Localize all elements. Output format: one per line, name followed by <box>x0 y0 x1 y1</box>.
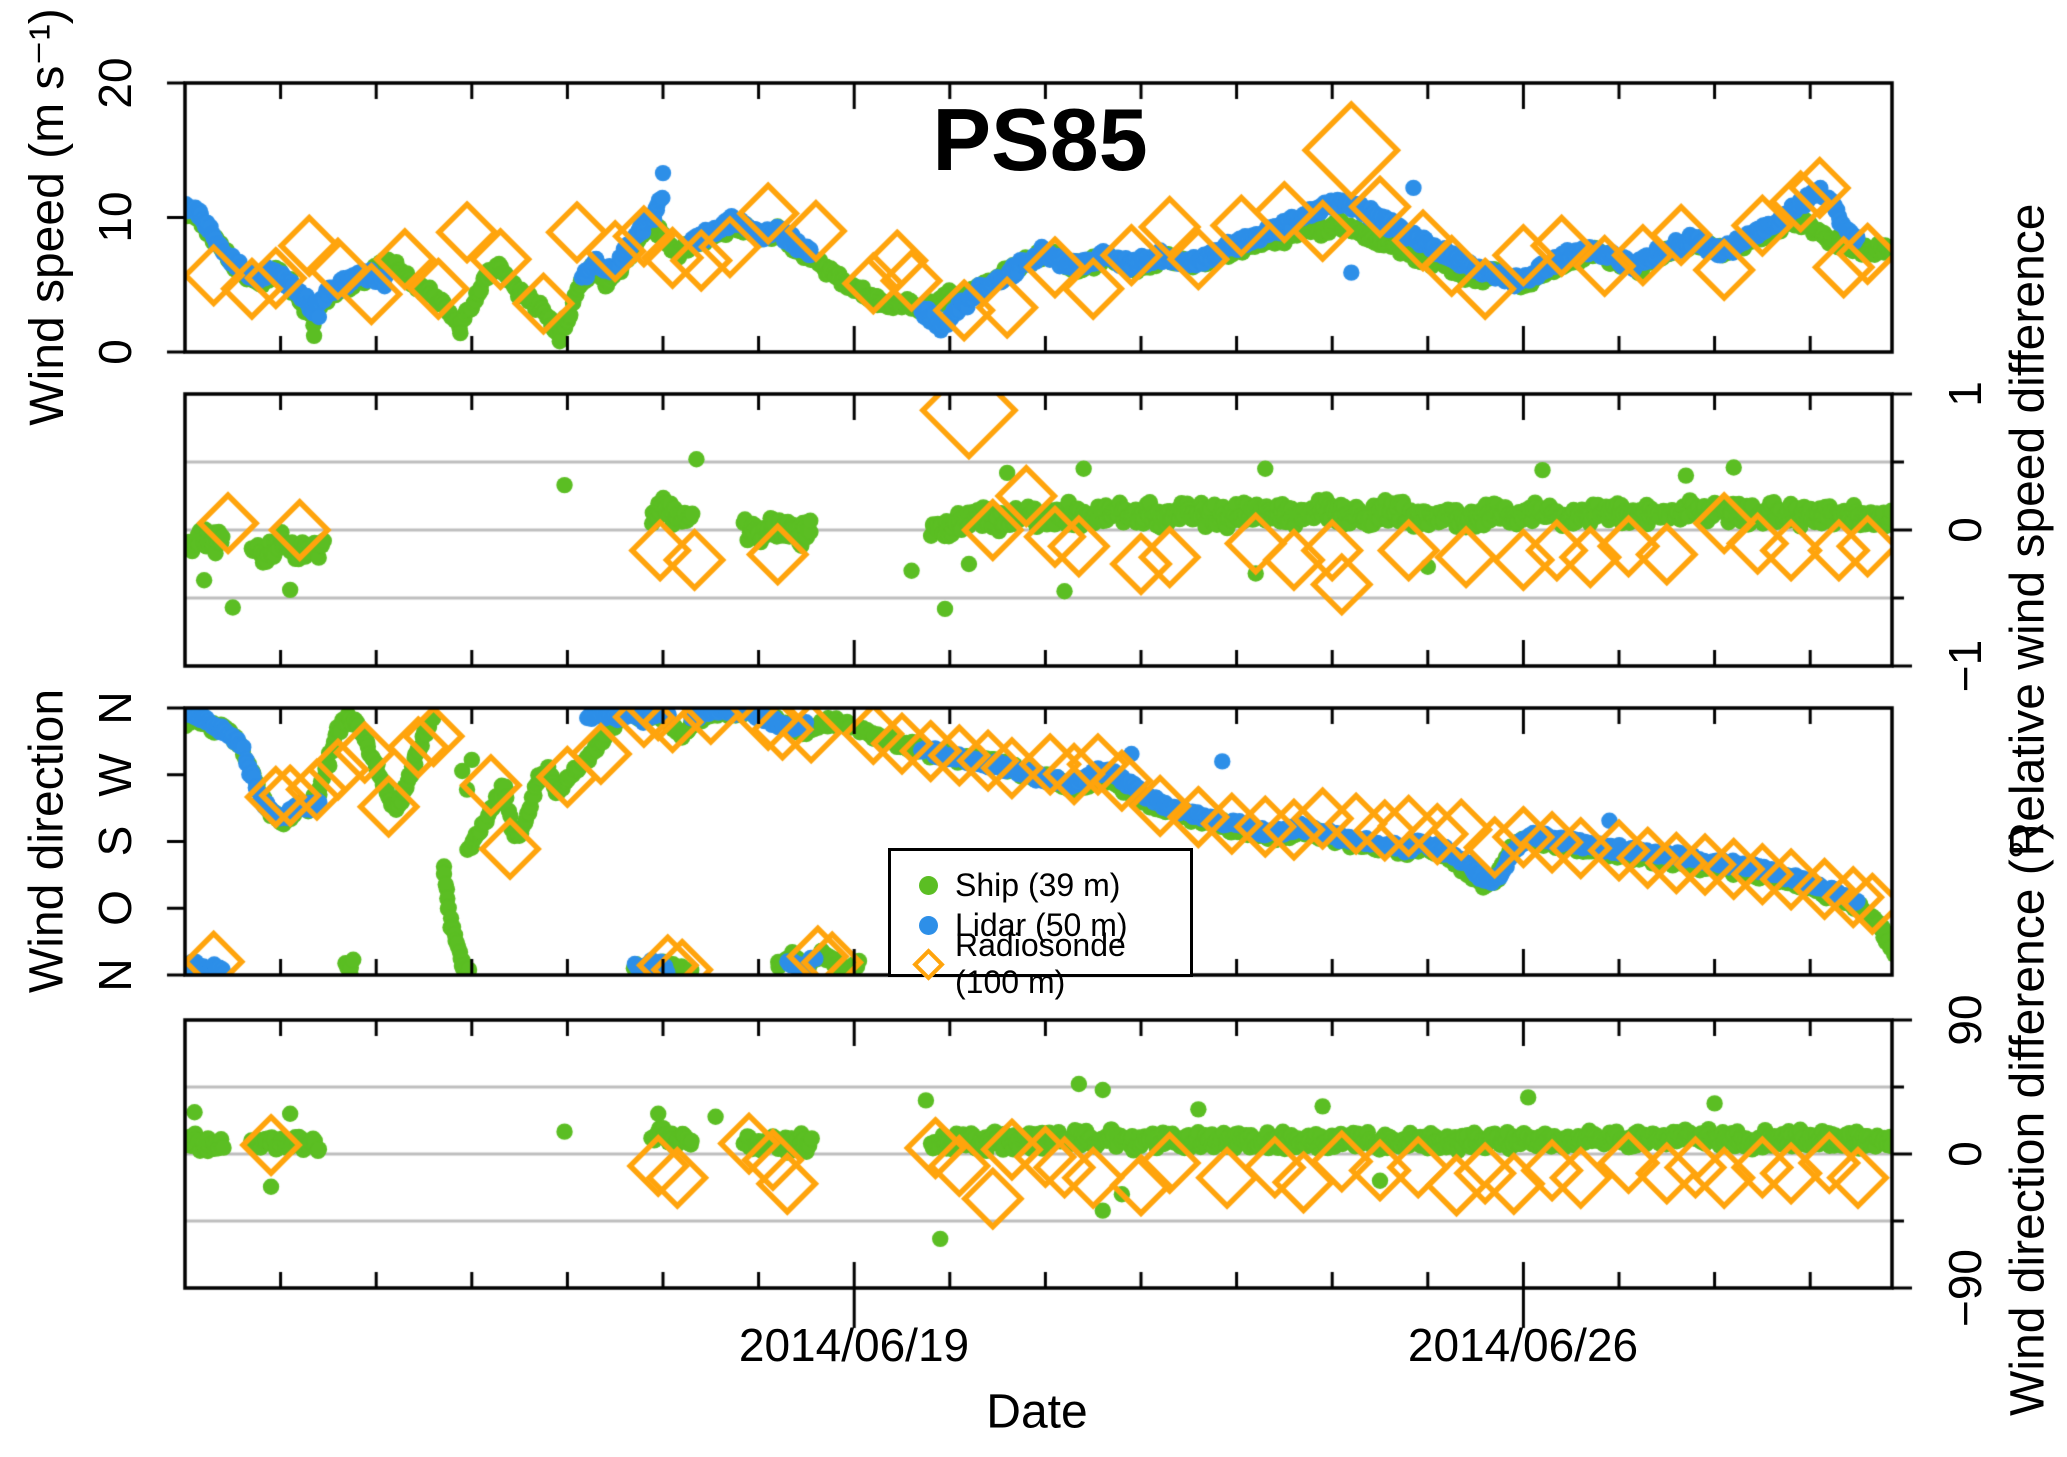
plot-title: PS85 <box>932 90 1148 189</box>
dir-tick-N-top: N <box>89 691 141 725</box>
speed-tick-0: 0 <box>89 339 141 365</box>
legend-item-lidar: Lidar (50 m) <box>891 905 1190 945</box>
dd-tick-minus90: −90 <box>1939 1248 1991 1328</box>
x-axis-title: Date <box>986 1385 1088 1439</box>
dir-tick-W: W <box>89 753 141 797</box>
legend-item-radiosonde: Radiosonde (100 m) <box>891 927 1190 1000</box>
speed-tick-20: 20 <box>89 57 141 109</box>
y-axis-title-wind-direction-difference: Wind direction difference (°) <box>2001 824 2055 1416</box>
dd-tick-0: 0 <box>1939 1141 1991 1167</box>
y-axis-title-relative-wind-speed-difference: Relative wind speed difference <box>2001 203 2055 857</box>
legend-label-ship: Ship (39 m) <box>955 866 1121 903</box>
y-axis-title-wind-direction: Wind direction <box>20 688 74 994</box>
rel-tick-0: 0 <box>1939 517 1991 543</box>
rel-tick-1: 1 <box>1939 381 1991 407</box>
y-axis-title-wind-speed: Wind speed (m s⁻¹) <box>21 8 74 426</box>
x-tick-2014-06-19: 2014/06/19 <box>738 1319 970 1371</box>
ship-dot-icon <box>915 875 941 895</box>
radiosonde-diamond-icon <box>911 947 945 981</box>
legend-label-lidar: Lidar (50 m) <box>955 906 1128 943</box>
legend-label-radiosonde: Radiosonde (100 m) <box>955 927 1126 1000</box>
lidar-dot-icon <box>915 915 941 935</box>
speed-tick-10: 10 <box>89 191 141 243</box>
legend-item-ship: Ship (39 m) <box>891 865 1190 905</box>
dd-tick-90: 90 <box>1939 994 1991 1046</box>
legend: Ship (39 m) Lidar (50 m) Radiosonde (100… <box>888 848 1193 1000</box>
rel-tick-minus1: −1 <box>1939 639 1991 693</box>
dir-tick-S: S <box>89 825 141 857</box>
dir-tick-N-bottom: N <box>89 958 141 992</box>
dir-tick-O: O <box>89 890 141 926</box>
x-tick-2014-06-26: 2014/06/26 <box>1407 1319 1639 1371</box>
